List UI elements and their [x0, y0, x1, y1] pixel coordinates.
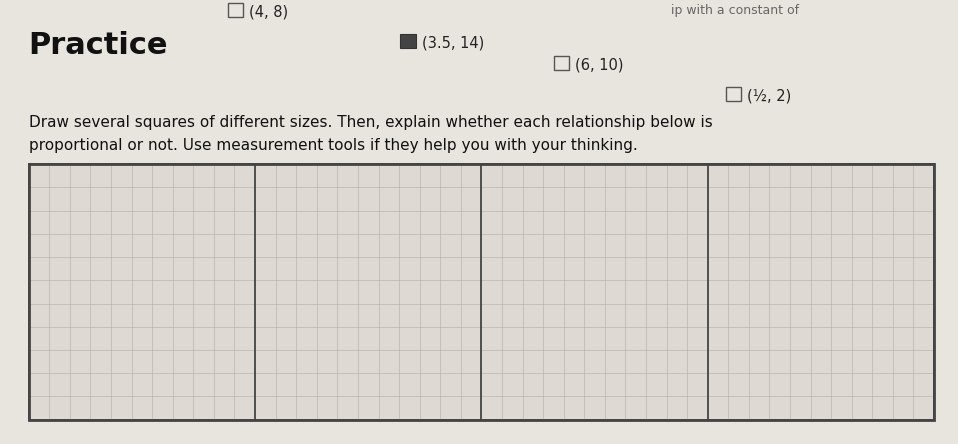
Text: Practice: Practice — [29, 31, 169, 60]
Text: Draw several squares of different sizes. Then, explain whether each relationship: Draw several squares of different sizes.… — [29, 115, 713, 153]
Text: (4, 8): (4, 8) — [249, 4, 288, 20]
Bar — [29, 164, 934, 420]
FancyBboxPatch shape — [400, 34, 416, 48]
Text: (3.5, 14): (3.5, 14) — [422, 36, 484, 51]
Text: (6, 10): (6, 10) — [575, 58, 624, 73]
Text: ip with a constant of: ip with a constant of — [671, 4, 799, 17]
Text: (½, 2): (½, 2) — [747, 89, 791, 104]
Bar — [29, 164, 934, 420]
